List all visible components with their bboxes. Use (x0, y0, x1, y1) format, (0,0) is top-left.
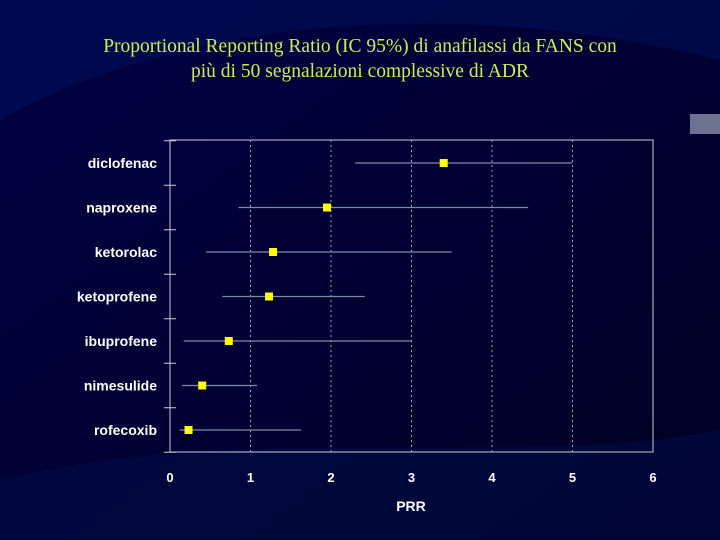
background-swoosh-bottom (0, 430, 720, 540)
slide-title-line-1: Proportional Reporting Ratio (IC 95%) di… (103, 36, 617, 57)
prr-marker-nimesulide (198, 381, 207, 390)
slide-title-line-2: più di 50 segnalazioni complessive di AD… (191, 61, 529, 82)
category-label-diclofenac: diclofenac (88, 155, 157, 171)
x-tick-label-5: 5 (569, 470, 576, 485)
prr-marker-rofecoxib (184, 426, 193, 434)
x-axis-tick-labels: 0 1 2 3 4 5 6 (166, 470, 656, 485)
category-label-nimesulide: nimesulide (84, 378, 157, 394)
slide-title: Proportional Reporting Ratio (IC 95%) di… (10, 34, 710, 84)
category-label-ibuprofene: ibuprofene (85, 333, 158, 349)
confidence-intervals (179, 162, 573, 431)
y-axis-ticks (164, 140, 176, 453)
category-label-ketorolac: ketorolac (95, 244, 157, 260)
prr-marker-ketorolac (269, 248, 278, 256)
x-tick-label-2: 2 (327, 470, 334, 485)
background-swoosh-top (0, 0, 720, 120)
x-tick-label-4: 4 (488, 470, 496, 485)
prr-marker-ibuprofene (224, 337, 233, 345)
x-tick-label-1: 1 (247, 470, 254, 485)
slide-corner-decoration (690, 114, 720, 134)
prr-marker-diclofenac (439, 159, 448, 167)
x-tick-label-6: 6 (649, 470, 656, 485)
prr-marker-ketoprofene (265, 292, 274, 301)
x-tick-label-3: 3 (408, 470, 415, 485)
category-label-naproxene: naproxene (86, 200, 157, 216)
category-label-ketoprofene: ketoprofene (77, 289, 157, 305)
x-axis-title: PRR (396, 498, 426, 514)
category-labels: diclofenac naproxene ketorolac ketoprofene i… (77, 155, 157, 438)
category-label-rofecoxib: rofecoxib (94, 422, 157, 438)
prr-marker-naproxene (322, 203, 331, 212)
prr-markers (184, 159, 448, 434)
x-tick-label-0: 0 (166, 470, 173, 485)
